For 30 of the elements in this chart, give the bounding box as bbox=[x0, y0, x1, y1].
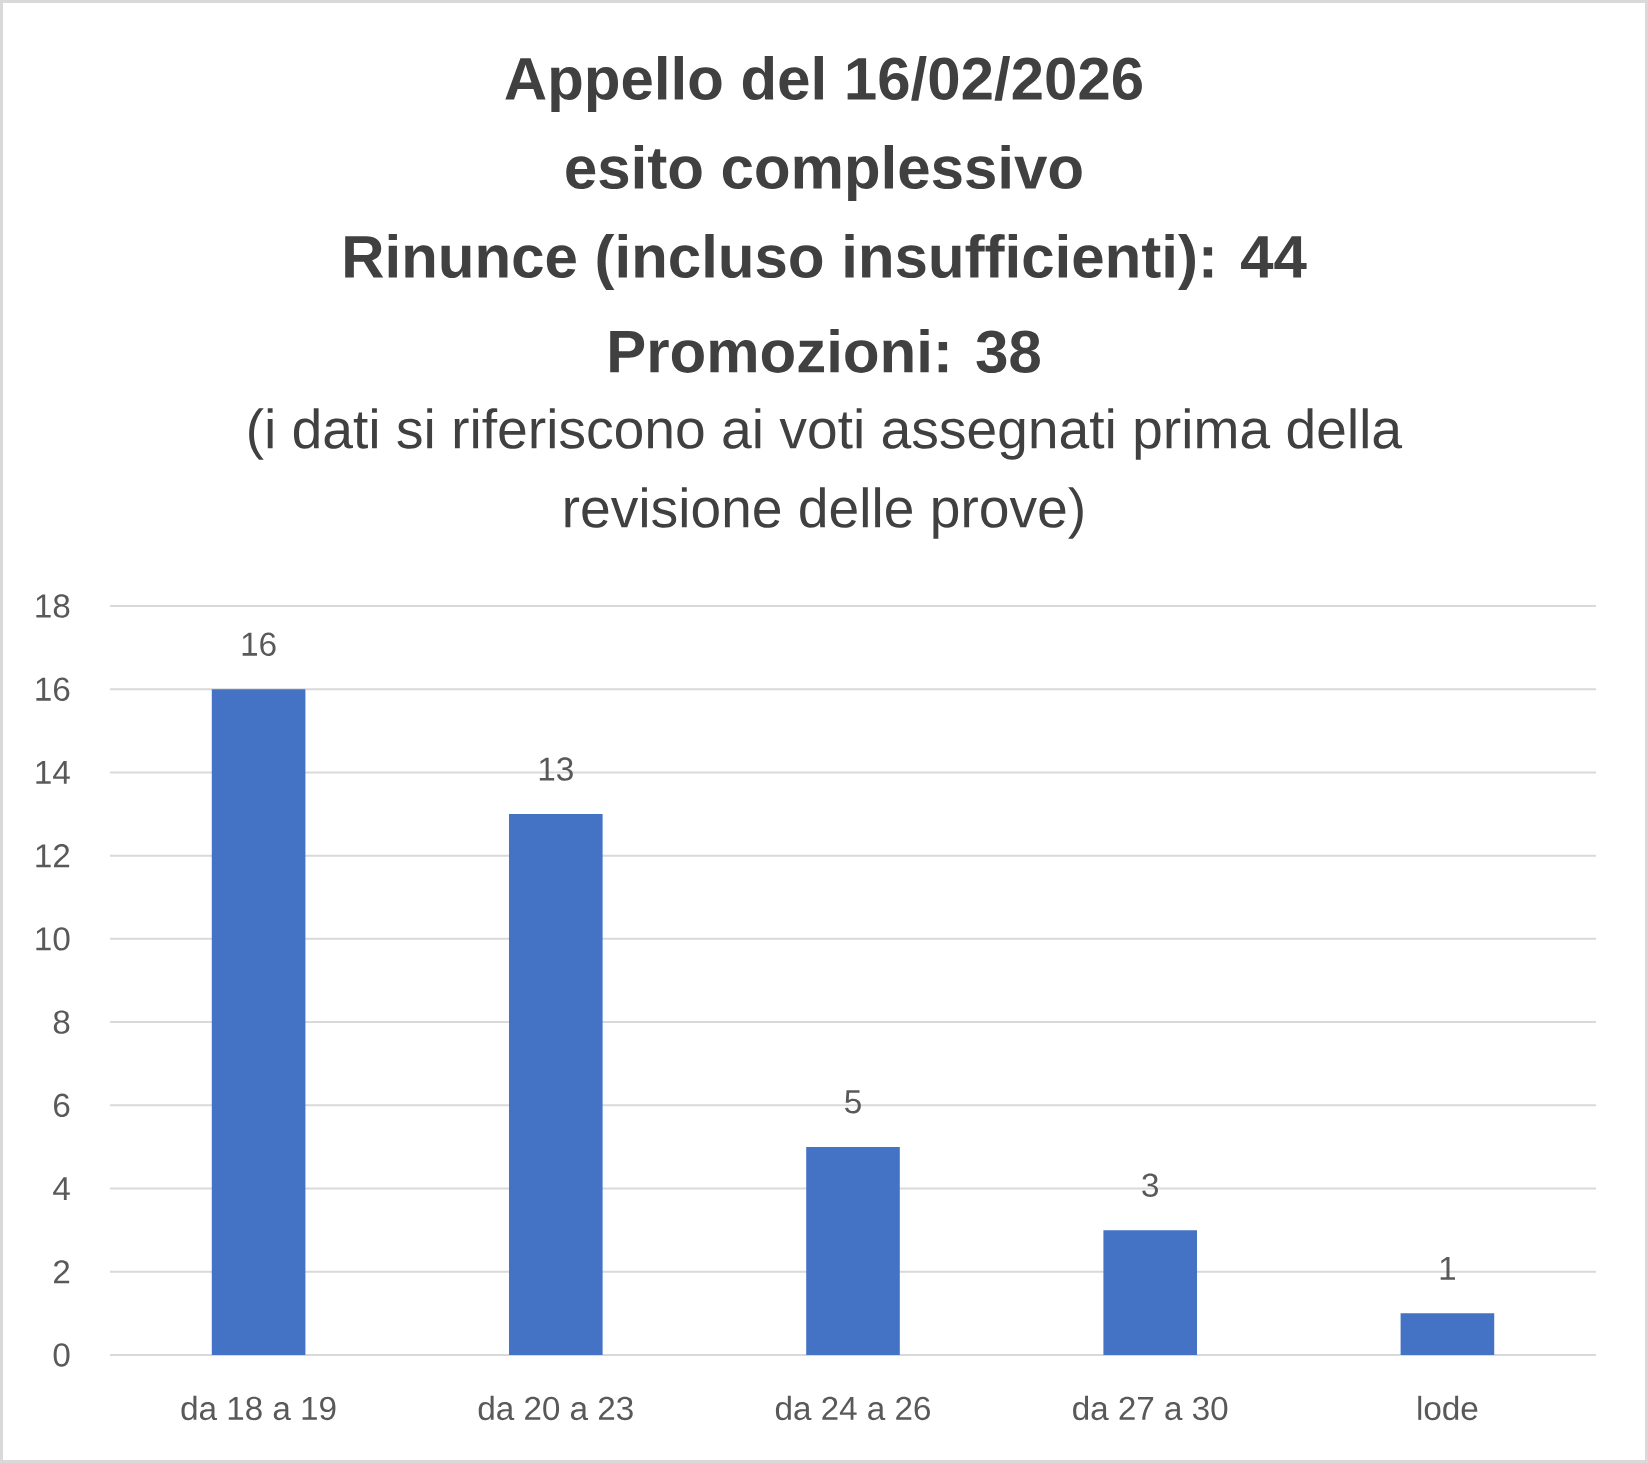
bar bbox=[806, 1146, 900, 1355]
bar bbox=[1103, 1230, 1198, 1355]
bar bbox=[1400, 1313, 1495, 1355]
x-tick-label: lode bbox=[1418, 1395, 1478, 1421]
data-label: 16 bbox=[242, 632, 276, 656]
bar bbox=[211, 689, 306, 1355]
y-tick-label: 6 bbox=[54, 1093, 70, 1118]
chart-title: Appello del 16/02/2026 bbox=[505, 56, 1142, 112]
y-tick-label: 18 bbox=[36, 594, 70, 618]
y-tick-label: 10 bbox=[36, 927, 70, 951]
chart-subtitle: (i dati si riferiscono ai voti assegnati prima della revisione delle prove) bbox=[249, 408, 1403, 539]
y-tick-label: 16 bbox=[36, 677, 70, 701]
data-label: 3 bbox=[1142, 1173, 1158, 1197]
y-tick-label: 0 bbox=[53, 1343, 70, 1367]
text: Promozioni: 38 bbox=[610, 328, 1040, 374]
y-tick-label: 2 bbox=[54, 1260, 70, 1284]
x-tick-label: da 18 a 19 bbox=[181, 1395, 336, 1421]
y-tick-label: 14 bbox=[36, 761, 70, 784]
data-label: 13 bbox=[539, 757, 573, 781]
data-label: 1 bbox=[1440, 1256, 1455, 1280]
x-tick-label: da 24 a 26 bbox=[775, 1395, 930, 1421]
y-tick-label: 12 bbox=[36, 844, 70, 868]
text: Rinunce (incluso insufficienti): 44 bbox=[345, 234, 1307, 290]
data-label: 5 bbox=[845, 1090, 861, 1114]
x-tick-label: da 27 a 30 bbox=[1073, 1395, 1228, 1421]
y-tick-label: 4 bbox=[53, 1177, 70, 1200]
bar bbox=[509, 814, 603, 1355]
y-tick-label: 8 bbox=[53, 1010, 70, 1034]
text: esito complessivo bbox=[566, 145, 1082, 201]
x-tick-label: da 20 a 23 bbox=[478, 1395, 633, 1421]
